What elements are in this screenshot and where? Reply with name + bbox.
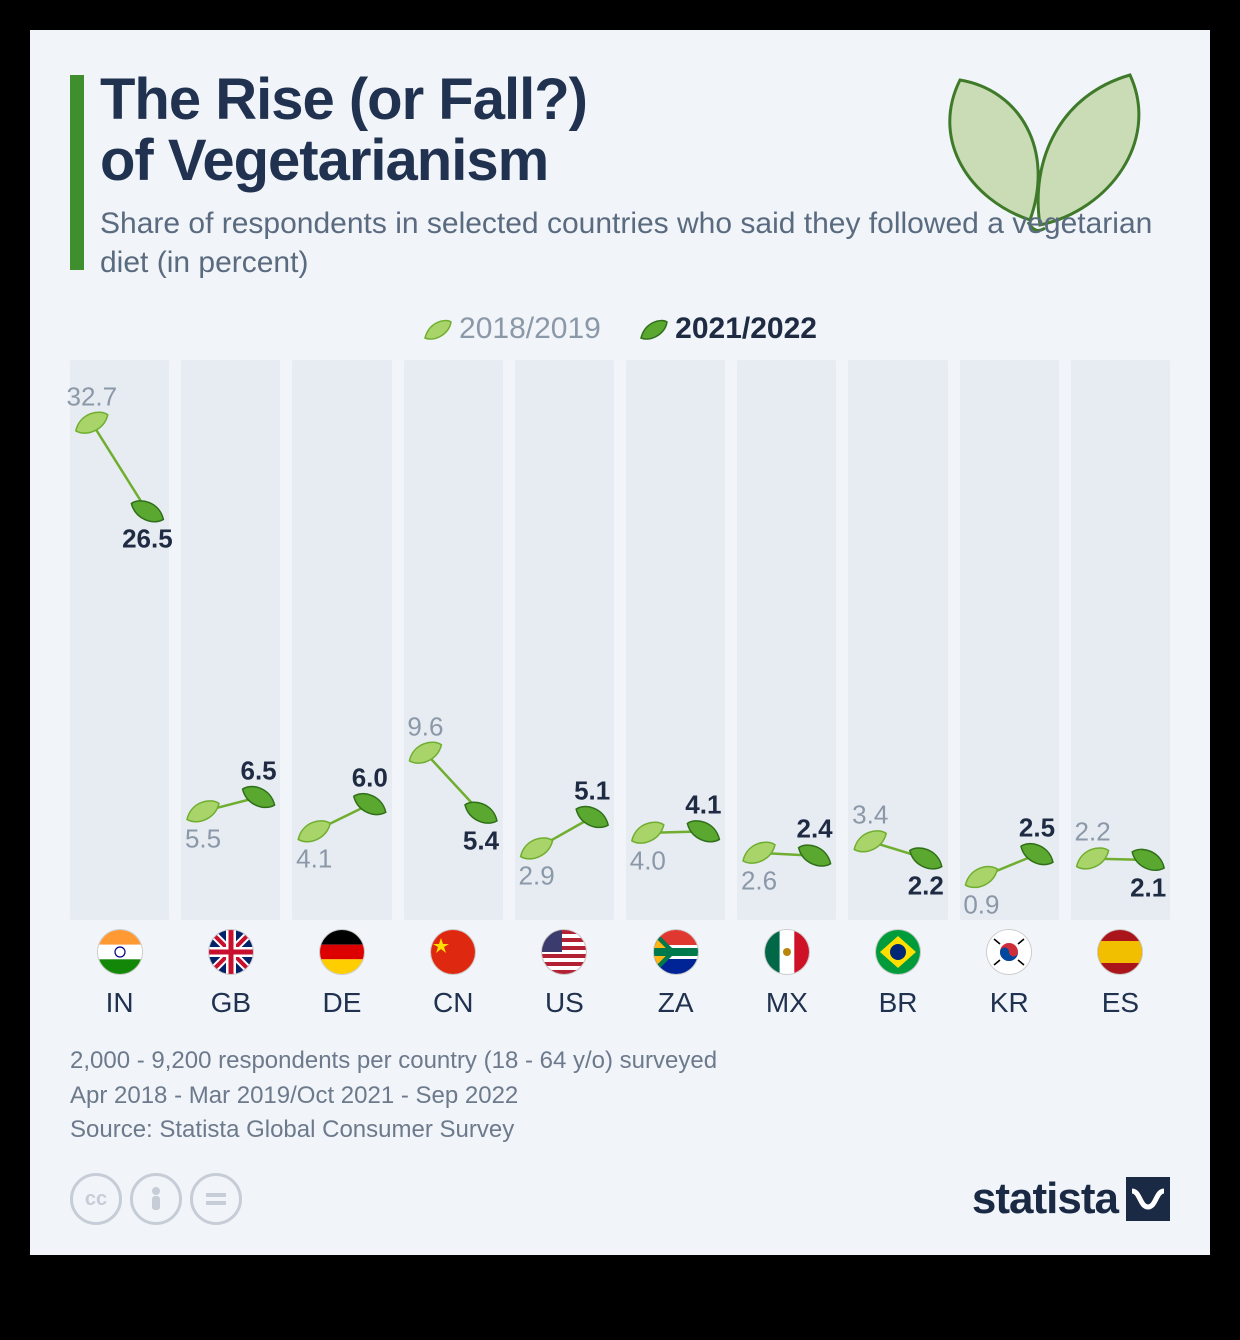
footer: cc statista xyxy=(70,1173,1170,1225)
axis-tick: ZA xyxy=(626,930,725,1019)
footnote-line: Source: Statista Global Consumer Survey xyxy=(70,1113,1170,1148)
flag-icon xyxy=(1098,930,1142,974)
value-new: 2.4 xyxy=(796,814,832,845)
country-code: ES xyxy=(1071,987,1170,1019)
axis-tick: DE xyxy=(292,930,391,1019)
footnote-line: Apr 2018 - Mar 2019/Oct 2021 - Sep 2022 xyxy=(70,1079,1170,1114)
accent-bar xyxy=(70,75,84,270)
axis-tick: MX xyxy=(737,930,836,1019)
legend-old-label: 2018/2019 xyxy=(459,312,601,345)
flag-icon xyxy=(765,930,809,974)
value-new: 26.5 xyxy=(122,524,173,555)
country-code: MX xyxy=(737,987,836,1019)
axis-tick: IN xyxy=(70,930,169,1019)
value-old: 0.9 xyxy=(963,889,999,920)
title-line-1: The Rise (or Fall?) xyxy=(100,67,587,132)
value-new: 6.5 xyxy=(240,755,276,786)
axis-tick: US xyxy=(515,930,614,1019)
value-new: 4.1 xyxy=(685,790,721,821)
value-old: 2.2 xyxy=(1075,817,1111,848)
country-code: KR xyxy=(960,987,1059,1019)
value-new: 5.1 xyxy=(574,775,610,806)
country-code: IN xyxy=(70,987,169,1019)
country-code: CN xyxy=(404,987,503,1019)
country-code: ZA xyxy=(626,987,725,1019)
nd-icon xyxy=(190,1173,242,1225)
flag-icon xyxy=(431,930,475,974)
flag-icon xyxy=(209,930,253,974)
country-code: US xyxy=(515,987,614,1019)
country-code: DE xyxy=(292,987,391,1019)
title-line-2: of Vegetarianism xyxy=(100,128,548,193)
infographic-card: The Rise (or Fall?) of Vegetarianism Sha… xyxy=(30,30,1210,1255)
title-block: The Rise (or Fall?) of Vegetarianism Sha… xyxy=(70,70,1170,282)
value-old: 2.9 xyxy=(519,861,555,892)
chart-subtitle: Share of respondents in selected countri… xyxy=(100,204,1170,282)
value-new: 2.5 xyxy=(1019,813,1055,844)
footnote-line: 2,000 - 9,200 respondents per country (1… xyxy=(70,1044,1170,1079)
axis-tick: ES xyxy=(1071,930,1170,1019)
legend-new-label: 2021/2022 xyxy=(675,312,817,345)
flag-icon xyxy=(320,930,364,974)
flag-icon xyxy=(987,930,1031,974)
value-new: 2.1 xyxy=(1130,872,1166,903)
license-icons: cc xyxy=(70,1173,242,1225)
axis-tick: KR xyxy=(960,930,1059,1019)
chart-title: The Rise (or Fall?) of Vegetarianism xyxy=(100,70,1170,192)
value-new: 5.4 xyxy=(463,825,499,856)
statista-logo: statista xyxy=(972,1174,1170,1224)
flag-icon xyxy=(98,930,142,974)
flag-icon xyxy=(876,930,920,974)
attribution-icon xyxy=(130,1173,182,1225)
chart-plot xyxy=(70,360,1170,920)
value-old: 32.7 xyxy=(67,381,118,412)
chart-area: 32.7 26.5 5.5 6.5 4.1 6.0 9.6 5.4 2.9 5.1 4.0 4.1 2.… xyxy=(70,360,1170,920)
value-old: 4.1 xyxy=(296,844,332,875)
value-old: 3.4 xyxy=(852,800,888,831)
axis-tick: CN xyxy=(404,930,503,1019)
flag-icon xyxy=(654,930,698,974)
footnotes: 2,000 - 9,200 respondents per country (1… xyxy=(70,1044,1170,1148)
cc-icon: cc xyxy=(70,1173,122,1225)
leaf-icon xyxy=(423,316,453,350)
x-axis: IN GB DE CN US ZA MX BR KR ES xyxy=(70,930,1170,1019)
country-code: BR xyxy=(848,987,947,1019)
value-new: 6.0 xyxy=(352,763,388,794)
value-old: 2.6 xyxy=(741,865,777,896)
brand-text: statista xyxy=(972,1174,1118,1224)
axis-tick: BR xyxy=(848,930,947,1019)
legend: 2018/2019 2021/2022 xyxy=(70,312,1170,350)
value-old: 5.5 xyxy=(185,824,221,855)
leaf-icon xyxy=(639,316,669,350)
value-old: 4.0 xyxy=(630,845,666,876)
flag-icon xyxy=(542,930,586,974)
value-old: 9.6 xyxy=(407,711,443,742)
axis-tick: GB xyxy=(181,930,280,1019)
country-code: GB xyxy=(181,987,280,1019)
value-new: 2.2 xyxy=(908,871,944,902)
